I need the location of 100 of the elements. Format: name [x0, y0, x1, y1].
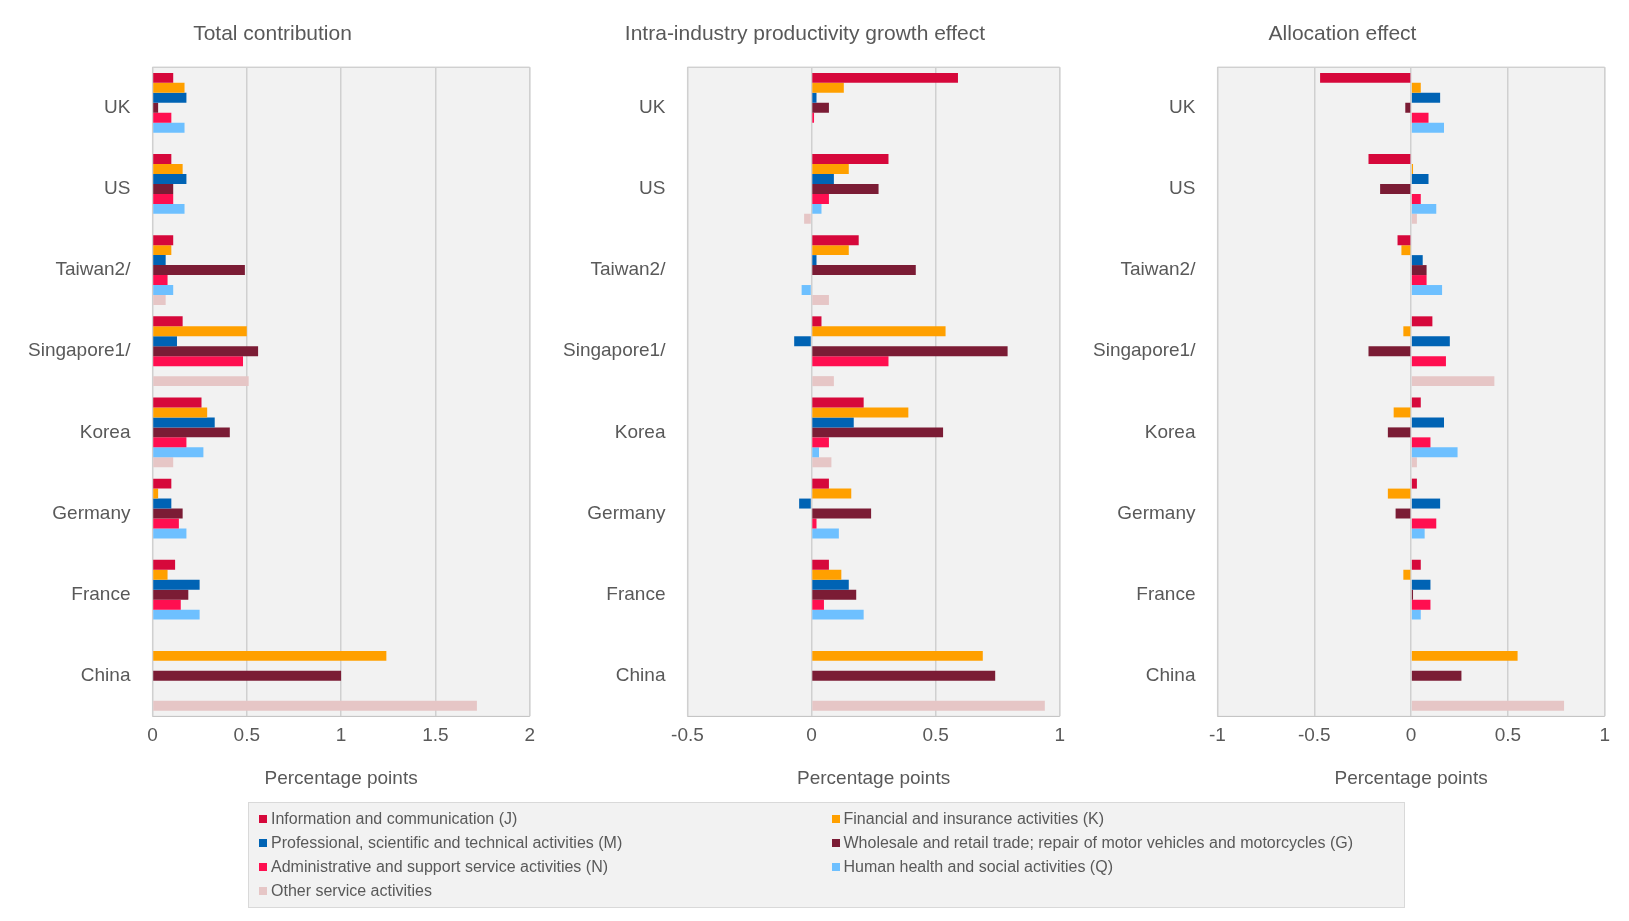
bar	[153, 569, 168, 580]
x-tick-label: 0	[806, 724, 817, 746]
bar	[153, 700, 477, 711]
bar	[812, 478, 829, 489]
y-tick-label: Korea	[614, 420, 666, 442]
bar	[153, 518, 179, 529]
x-tick-label: 1.5	[422, 724, 449, 746]
bar	[812, 650, 983, 661]
bar	[812, 700, 1045, 711]
bar	[1411, 255, 1423, 266]
bar	[812, 316, 822, 327]
x-tick-label: 0.5	[233, 724, 260, 746]
bar	[1411, 336, 1450, 347]
bar	[812, 245, 849, 256]
y-tick-label: Korea	[1144, 420, 1196, 442]
bar	[153, 488, 159, 499]
x-tick-label: 1	[1599, 724, 1611, 746]
x-axis-title: Percentage points	[797, 766, 951, 788]
bar	[153, 275, 168, 286]
bar	[153, 203, 185, 214]
bar	[1411, 193, 1421, 204]
bar	[812, 203, 822, 214]
bar	[153, 285, 174, 295]
bar	[153, 316, 183, 327]
bar	[1411, 265, 1427, 276]
legend-label: Professional, scientific and technical activities (M)	[271, 833, 623, 853]
bar	[812, 326, 946, 337]
bar	[812, 193, 829, 204]
legend-label: Other service activities	[271, 881, 432, 901]
bar	[153, 193, 174, 204]
bar	[812, 407, 909, 418]
y-tick-label: Singapore1/	[563, 339, 667, 361]
bar	[153, 183, 174, 194]
bar	[153, 508, 183, 519]
bar	[1393, 407, 1411, 418]
bar	[812, 599, 824, 610]
bar	[153, 407, 208, 418]
y-tick-label: China	[615, 664, 666, 686]
bar	[794, 336, 811, 347]
bar	[812, 376, 834, 387]
legend-label: Human health and social activities (Q)	[843, 857, 1113, 877]
y-tick-label: UK	[104, 96, 131, 118]
bar	[153, 670, 342, 681]
bar	[1368, 346, 1411, 357]
bar	[1395, 508, 1411, 519]
bar	[1411, 356, 1446, 367]
bar	[812, 488, 852, 499]
bar	[153, 650, 387, 661]
bar	[812, 164, 849, 174]
bar	[153, 356, 244, 367]
y-tick-label: Singapore1/	[28, 339, 132, 361]
y-tick-label: Taiwan2/	[55, 258, 132, 280]
y-tick-label: China	[1145, 664, 1196, 686]
bar	[153, 589, 189, 600]
bar	[1411, 528, 1425, 539]
x-tick-label: 0.5	[1494, 724, 1522, 746]
bar	[1411, 316, 1433, 327]
bar	[1387, 427, 1411, 438]
bar	[812, 609, 864, 620]
bar	[1368, 154, 1411, 164]
bar	[153, 82, 185, 93]
bar	[153, 559, 176, 570]
bar	[812, 427, 944, 438]
bar	[1411, 417, 1445, 428]
bar	[812, 397, 864, 408]
x-tick-label: 0.5	[922, 724, 949, 746]
bar	[812, 154, 889, 164]
bar	[1411, 478, 1417, 489]
bar	[1411, 457, 1417, 468]
bar	[153, 245, 172, 256]
bar	[812, 265, 916, 276]
bar	[153, 255, 166, 266]
bar	[1411, 397, 1421, 408]
chart-title: Allocation effect	[1268, 21, 1417, 45]
bar	[153, 235, 174, 246]
bar	[153, 154, 172, 164]
legend-label: Financial and insurance activities (K)	[843, 809, 1105, 829]
bar	[153, 336, 177, 347]
bar	[153, 326, 247, 337]
y-tick-label: Germany	[587, 501, 666, 523]
bar	[1411, 437, 1431, 448]
bar	[812, 72, 958, 83]
bar	[1411, 275, 1427, 286]
y-tick-label: Taiwan2/	[590, 258, 667, 280]
bar	[153, 528, 187, 539]
bar	[1411, 559, 1421, 570]
bar	[812, 579, 849, 590]
bar	[153, 173, 187, 184]
bar	[153, 478, 172, 489]
x-tick-label: -0.5	[671, 724, 704, 746]
y-tick-label: US	[639, 177, 666, 199]
bar	[1401, 245, 1411, 256]
bar	[812, 589, 857, 600]
bar	[801, 285, 811, 295]
x-tick-label: -0.5	[1297, 724, 1331, 746]
y-tick-label: France	[1136, 582, 1196, 604]
bar	[153, 346, 259, 357]
bar	[153, 376, 249, 387]
bar	[1387, 488, 1411, 499]
y-tick-label: UK	[639, 96, 666, 118]
